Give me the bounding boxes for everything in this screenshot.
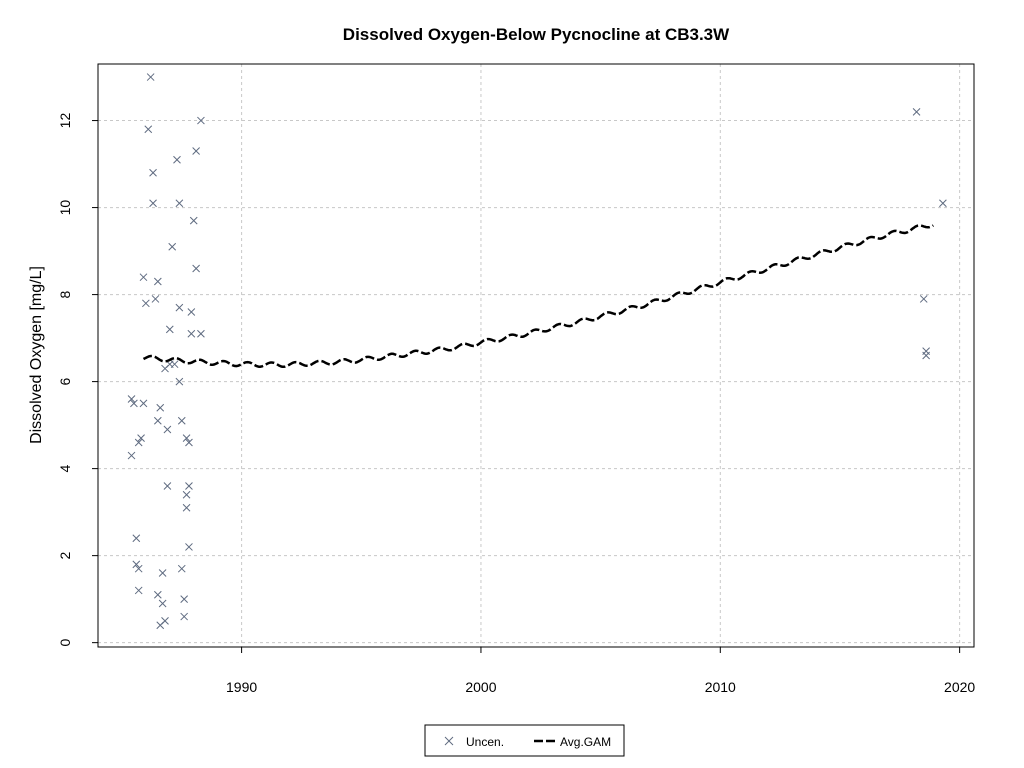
y-tick-label: 4 (57, 465, 73, 473)
data-point (149, 168, 157, 177)
data-point (185, 482, 193, 490)
data-point (134, 586, 143, 595)
data-point (180, 595, 189, 603)
legend-label-gam: Avg.GAM (560, 735, 611, 749)
y-tick-label: 8 (57, 290, 73, 298)
data-point (939, 199, 947, 208)
y-tick-label: 10 (57, 200, 73, 216)
data-point (163, 482, 172, 490)
legend: Uncen. Avg.GAM (424, 724, 625, 757)
y-tick-label: 6 (57, 378, 73, 386)
data-point (134, 438, 143, 447)
y-tick-label: 12 (57, 113, 73, 129)
data-point (177, 564, 186, 573)
data-point (189, 216, 198, 225)
data-point (134, 564, 143, 573)
data-point (187, 308, 196, 316)
data-point (132, 534, 141, 543)
data-point (182, 434, 191, 443)
data-point (127, 395, 136, 403)
data-point (139, 273, 148, 282)
data-point (132, 560, 141, 569)
data-point (153, 590, 162, 599)
data-point (144, 125, 153, 134)
data-point (187, 329, 196, 338)
data-point (163, 425, 172, 434)
data-point (192, 264, 200, 273)
data-point (151, 295, 160, 303)
data-point (185, 438, 193, 447)
data-point (137, 434, 145, 443)
data-point (197, 329, 205, 338)
data-point (146, 73, 155, 81)
x-tick-label: 2010 (705, 679, 736, 695)
y-axis: 0 2 4 6 8 10 12 (57, 113, 98, 647)
data-point (182, 490, 191, 499)
x-tick-label: 2000 (465, 679, 496, 695)
gam-line (142, 224, 934, 369)
data-point (175, 303, 184, 312)
y-tick-label: 2 (57, 552, 73, 560)
chart-title: Dissolved Oxygen-Below Pycnocline at CB3… (343, 25, 730, 44)
x-tick-label: 1990 (226, 679, 257, 695)
data-point (139, 399, 148, 408)
data-point (173, 155, 181, 164)
data-point (158, 599, 167, 608)
x-axis: 1990 2000 2010 2020 (226, 647, 975, 695)
data-point (175, 377, 184, 386)
data-point (156, 403, 165, 412)
y-axis-label: Dissolved Oxygen [mg/L] (28, 266, 45, 444)
data-point (142, 299, 150, 308)
legend-marker-x (444, 736, 454, 746)
data-point (197, 116, 205, 125)
data-point (170, 360, 179, 369)
data-point (153, 416, 162, 425)
data-point (185, 543, 193, 551)
x-tick-label: 2020 (944, 679, 975, 695)
plot-frame (97, 63, 975, 648)
data-point (127, 451, 136, 460)
data-point (149, 199, 157, 208)
data-point (158, 569, 167, 577)
legend-box (424, 724, 625, 757)
data-point (177, 416, 186, 425)
data-point (180, 612, 189, 621)
data-point (919, 295, 928, 303)
data-point (175, 199, 184, 208)
grid (98, 64, 974, 647)
data-point (192, 147, 200, 155)
data-point (922, 351, 930, 360)
data-point (912, 108, 921, 116)
legend-label-uncen: Uncen. (466, 735, 504, 749)
data-point (130, 399, 138, 408)
data-point (161, 617, 169, 625)
data-point (168, 242, 177, 251)
data-point (182, 503, 191, 512)
data-point (165, 325, 174, 334)
data-point (153, 277, 162, 286)
scatter-series (127, 73, 947, 630)
y-tick-label: 0 (57, 639, 73, 647)
